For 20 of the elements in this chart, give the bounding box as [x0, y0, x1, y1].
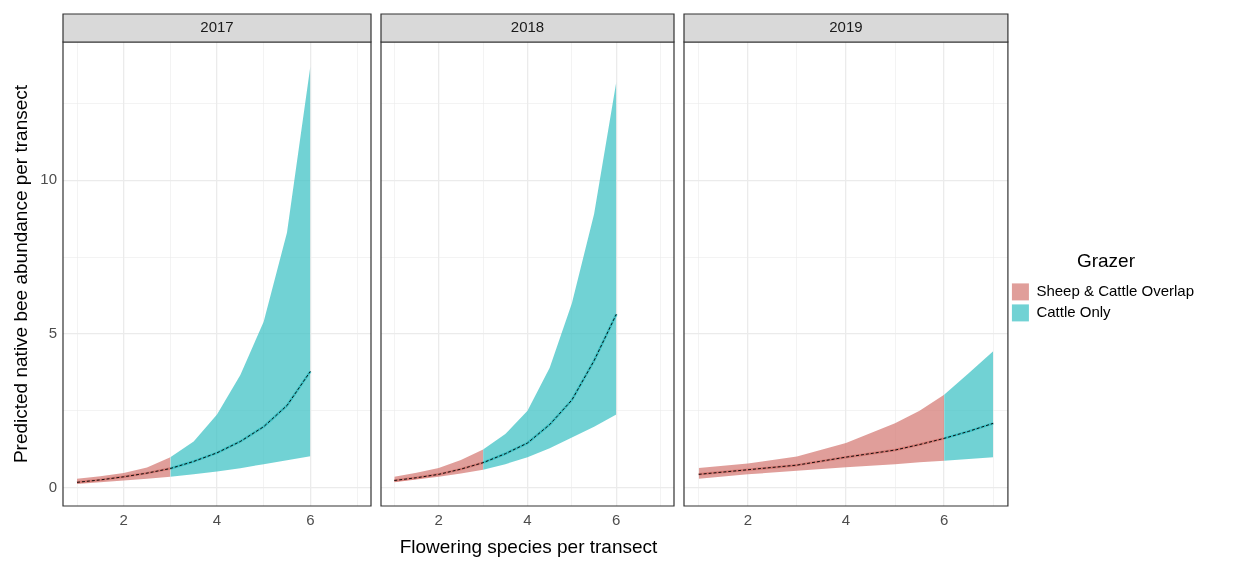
y-tick-label: 0 [48, 477, 57, 495]
x-axis-title: Flowering species per transect [398, 536, 659, 558]
x-tick-label: 6 [612, 511, 621, 529]
x-tick-label: 2 [119, 511, 128, 529]
x-tick-label: 2 [434, 511, 443, 529]
x-tick-label: 2 [743, 511, 752, 529]
chart-title: 2017 [200, 18, 234, 36]
chart-title: 2019 [829, 18, 863, 36]
y-tick-label: 5 [48, 324, 57, 342]
chart-title: 2018 [510, 18, 545, 36]
y-axis-title: Predicted native bee abundance per transect [9, 84, 31, 464]
x-tick-label: 6 [939, 511, 949, 529]
x-tick-label: 6 [306, 511, 315, 529]
x-tick-label: 4 [841, 511, 851, 529]
y-tick-label: 10 [40, 170, 57, 188]
legend-title: Grazer [1076, 250, 1136, 272]
legend-label: Sheep & Cattle Overlap [1036, 282, 1195, 300]
legend-label: Cattle Only [1036, 303, 1112, 321]
x-tick-label: 4 [523, 511, 532, 529]
x-tick-label: 4 [212, 511, 222, 529]
